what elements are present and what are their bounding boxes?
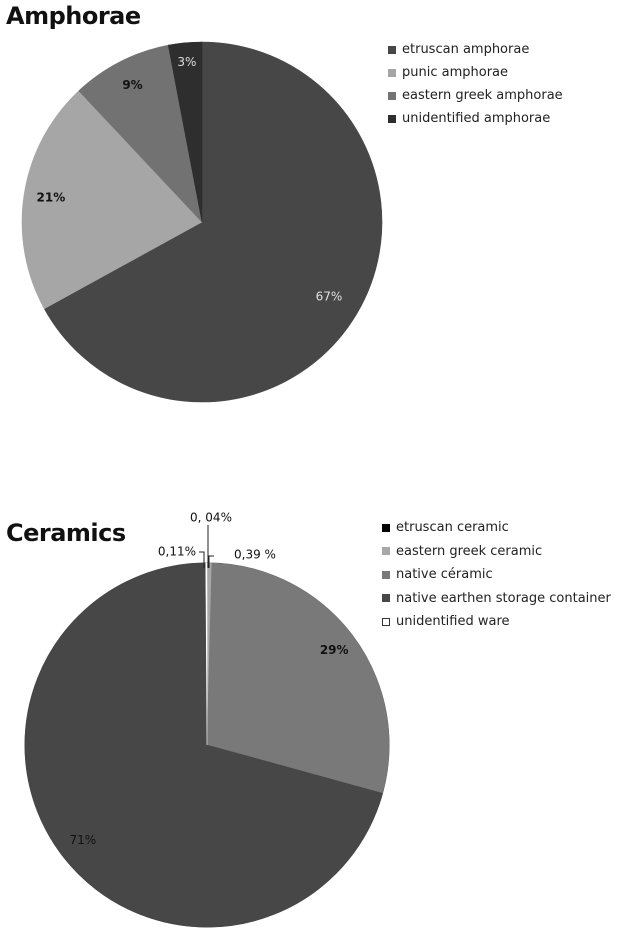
slice-unidentified-ware [205, 562, 208, 746]
slice-native-ceramic [206, 562, 390, 794]
legend-swatch [382, 570, 390, 579]
slice-punic-amphorae [21, 90, 203, 310]
amphorae-title: Amphorae [6, 2, 141, 30]
legend-label: eastern greek ceramic [396, 543, 543, 559]
legend-item-unidentified-ware: unidentified ware [382, 610, 611, 634]
data-label-unidentified-ware: 0,11% [158, 545, 196, 559]
data-label-etruscan-ceramic: 0, 04% [190, 511, 232, 525]
amphorae-legend: etruscan amphorae punic amphorae eastern g… [388, 38, 563, 130]
legend-swatch [382, 523, 390, 532]
legend-label: etruscan ceramic [396, 520, 509, 536]
ceramics-legend: etruscan ceramic eastern greek ceramic nat… [382, 516, 611, 634]
leader-line-unidentified-ware [199, 551, 205, 568]
data-label-etruscan-amphorae: 67% [316, 290, 343, 304]
legend-item-etruscan-amphorae: etruscan amphorae [388, 38, 563, 61]
slice-unidentified-amphorae [167, 41, 203, 223]
slice-native-earthen-storage-container [24, 562, 383, 928]
legend-item-native-ceramic: native céramic [382, 563, 611, 587]
data-label-eastern-greek-ceramic: 0,39 % [234, 548, 276, 562]
legend-swatch [382, 547, 390, 556]
legend-label: etruscan amphorae [402, 42, 530, 57]
legend-swatch [388, 91, 396, 100]
ceramics-title: Ceramics [6, 519, 126, 547]
amphorae-pie: 67% 21% 9% 3% [21, 41, 383, 403]
legend-item-punic-amphorae: punic amphorae [388, 61, 563, 84]
legend-label: punic amphorae [402, 65, 509, 80]
data-label-native-earthen-storage-container: 71% [69, 833, 96, 847]
ceramics-chart: 29% 71% 0, 04% 0,39 % 0,11% Ceramics etrusca… [0, 500, 630, 933]
legend-swatch [388, 114, 396, 123]
legend-label: native céramic [396, 567, 493, 583]
legend-label: unidentified ware [396, 614, 510, 630]
data-label-punic-amphorae: 21% [37, 191, 66, 205]
ceramics-pie: 29% 71% 0, 04% 0,39 % 0,11% [24, 511, 390, 928]
data-label-unidentified-amphorae: 3% [177, 55, 196, 69]
leader-line-eastern-greek-ceramic [208, 555, 214, 568]
legend-label: unidentified amphorae [402, 111, 551, 126]
legend-swatch [382, 617, 390, 626]
data-label-native-ceramic: 29% [320, 643, 349, 657]
legend-item-native-earthen-storage-container: native earthen storage container [382, 587, 611, 611]
legend-item-eastern-greek-amphorae: eastern greek amphorae [388, 84, 563, 107]
data-label-eastern-greek-amphorae: 9% [122, 78, 142, 92]
legend-item-etruscan-ceramic: etruscan ceramic [382, 516, 611, 540]
legend-label: native earthen storage container [396, 590, 611, 606]
legend-swatch [388, 68, 396, 77]
legend-swatch [388, 45, 396, 54]
legend-label: eastern greek amphorae [402, 88, 563, 103]
slice-eastern-greek-amphorae [78, 44, 203, 223]
legend-swatch [382, 594, 390, 603]
slice-etruscan-amphorae [43, 41, 383, 403]
legend-item-eastern-greek-ceramic: eastern greek ceramic [382, 540, 611, 564]
legend-item-unidentified-amphorae: unidentified amphorae [388, 107, 563, 130]
amphorae-chart: 67% 21% 9% 3% Amphorae etruscan amphorae pun… [0, 0, 630, 440]
